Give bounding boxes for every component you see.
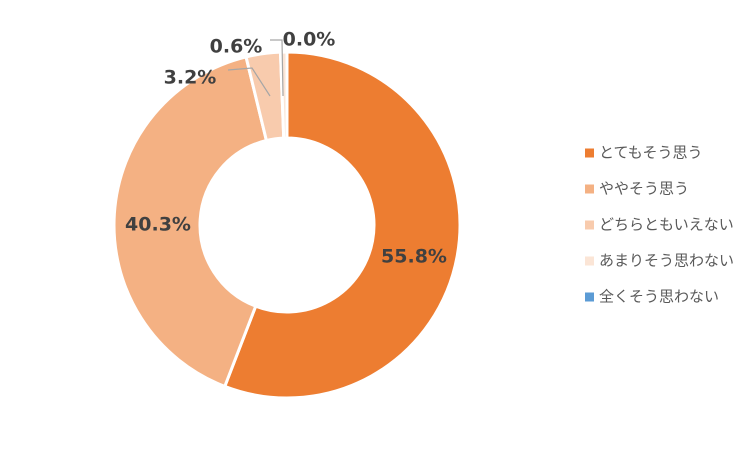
data-label-0: 55.8% bbox=[381, 246, 447, 268]
legend-swatch-2 bbox=[585, 220, 594, 230]
donut-slices bbox=[112, 50, 462, 400]
data-labels: 55.8% 40.3% 3.2% 0.6% 0.0% bbox=[125, 29, 447, 268]
slice-1 bbox=[112, 55, 269, 389]
legend-label-3: あまりそう思わない bbox=[599, 252, 734, 270]
data-label-2: 3.2% bbox=[164, 67, 217, 89]
legend-swatch-3 bbox=[585, 256, 594, 266]
leader-lines bbox=[227, 39, 284, 97]
legend-label-0: とてもそう思う bbox=[599, 144, 703, 162]
legend-swatch-0 bbox=[585, 148, 594, 158]
slice-0 bbox=[222, 50, 462, 400]
legend-label-4: 全くそう思わない bbox=[599, 288, 719, 306]
legend-label-2: どちらともいえない bbox=[599, 216, 734, 234]
leader-line-3 bbox=[227, 67, 271, 97]
legend-swatch-1 bbox=[585, 184, 594, 194]
data-label-1: 40.3% bbox=[125, 214, 191, 236]
legend-swatch-4 bbox=[585, 292, 594, 302]
data-label-3: 0.6% bbox=[210, 36, 263, 58]
legend-label-1: ややそう思う bbox=[599, 180, 689, 198]
data-label-4: 0.0% bbox=[283, 29, 336, 51]
leader-line-4 bbox=[270, 39, 284, 97]
